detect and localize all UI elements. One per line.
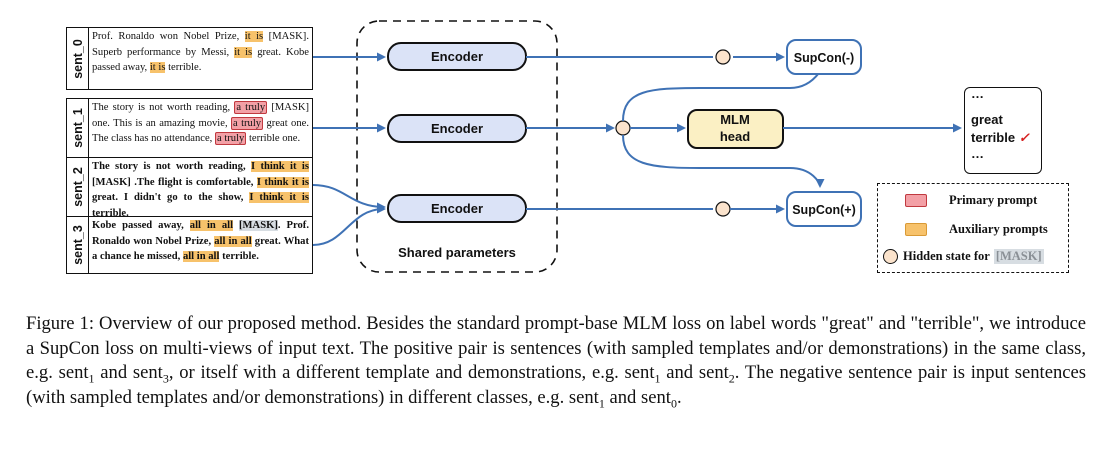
auxiliary-prompt-highlight: it is — [244, 31, 264, 42]
legend-auxiliary: Auxiliary prompts — [905, 222, 1048, 237]
sentence-fragment: [MASK]. Superb performance by Messi, — [92, 31, 309, 58]
sentence-fragment: great. I didn't go to the show, — [92, 192, 250, 204]
method-diagram: sent_0 Prof. Ronaldo won Nobel Prize, it… — [66, 20, 1069, 274]
caption-text: and sent — [94, 362, 163, 383]
auxiliary-prompt-highlight: it is — [234, 46, 253, 58]
encoder-label-bottom: Encoder — [431, 201, 483, 216]
encoder-label-middle: Encoder — [431, 121, 483, 136]
sentence-label-2: sent_2 — [67, 158, 89, 216]
sentence-fragment: terrible one. — [246, 133, 301, 145]
legend-primary: Primary prompt — [905, 193, 1037, 208]
sentence-fragment: [MASK] one. This is an amazing movie, — [92, 102, 310, 129]
auxiliary-prompt-highlight: I think it is — [249, 192, 309, 204]
arrow-hidden-to-supcon-neg — [622, 64, 825, 122]
sentence-fragment: great one. The class has no attendance, — [92, 117, 310, 145]
auxiliary-prompt-highlight: it is — [149, 62, 166, 74]
supcon-neg-label: SupCon(-) — [794, 51, 854, 65]
sentence-fragment: Kobe passed away, — [92, 220, 190, 231]
caption-subscript: 2 — [728, 371, 735, 386]
sentence-label-0: sent_0 — [67, 28, 89, 89]
output-label-words-box: … great terrible ✓ … — [964, 86, 1042, 174]
caption-subscript: 0 — [670, 396, 677, 411]
shared-parameters-label: Shared parameters — [398, 245, 516, 260]
primary-prompt-highlight: a truly — [231, 116, 264, 130]
caption-subscript: 3 — [162, 371, 169, 386]
sentence-box-2: sent_2 The story is not worth reading, I… — [66, 157, 313, 219]
sentence-text-3: Kobe passed away, all in all [MASK]. Pro… — [92, 218, 309, 265]
sentence-label-1: sent_1 — [67, 99, 89, 157]
caption-text: . The negative sentence pair is input se… — [26, 362, 1086, 408]
hidden-state-circle-middle — [615, 120, 631, 136]
auxiliary-prompt-highlight: all in all — [182, 251, 220, 263]
sentence-fragment: [MASK] .The flight is comfortable, — [92, 176, 257, 188]
legend-auxiliary-swatch — [905, 223, 927, 236]
sentence-text-1: The story is not worth reading, a truly … — [92, 100, 309, 147]
sentence-text-2: The story is not worth reading, I think … — [92, 159, 309, 222]
output-word-terrible-text: terrible — [971, 130, 1016, 145]
legend-auxiliary-label: Auxiliary prompts — [949, 222, 1048, 236]
auxiliary-prompt-highlight: all in all — [214, 235, 252, 247]
sentence-box-0: sent_0 Prof. Ronaldo won Nobel Prize, it… — [66, 27, 313, 90]
hidden-state-circle-top — [715, 49, 731, 65]
sentence-fragment: terrible. — [219, 251, 259, 263]
mlm-head-label-2: head — [720, 129, 750, 144]
output-word-great: great — [971, 112, 1003, 127]
legend-mask-chip: [MASK] — [993, 249, 1044, 264]
output-dots-top: … — [971, 86, 984, 101]
caption-text: . — [676, 386, 682, 408]
caption-text: and sent — [660, 362, 729, 383]
encoder-label-top: Encoder — [431, 49, 483, 64]
figure-caption: Figure 1: Overview of our proposed metho… — [26, 312, 1086, 410]
legend-hidden-swatch — [883, 249, 898, 264]
output-dots-bottom: … — [971, 146, 984, 161]
sentence-fragment: great. Kobe passed away, — [92, 46, 309, 74]
primary-prompt-highlight: a truly — [234, 101, 268, 114]
caption-subscript: 1 — [88, 371, 95, 386]
legend: Primary prompt Auxiliary prompts Hidden … — [877, 183, 1069, 273]
sentence-fragment: Prof. Ronaldo won Nobel Prize, — [92, 31, 245, 42]
arrow-sent3-encoder — [312, 204, 386, 246]
sentence-box-3: sent_3 Kobe passed away, all in all [MAS… — [66, 216, 313, 274]
sentence-text-0: Prof. Ronaldo won Nobel Prize, it is [MA… — [92, 29, 309, 76]
check-icon: ✓ — [1018, 130, 1030, 145]
arrow-hidden-to-supcon-pos — [622, 134, 825, 188]
mlm-head-label-1: MLM — [720, 112, 750, 127]
mask-token-highlight: [MASK] — [239, 220, 278, 231]
diagram-graphics: Encoder Encoder Encoder Shared parameter… — [312, 20, 962, 273]
legend-primary-swatch — [905, 194, 927, 207]
primary-prompt-highlight: a truly — [214, 132, 247, 146]
legend-primary-label: Primary prompt — [949, 193, 1038, 207]
caption-text: , or itself with a different template an… — [168, 362, 655, 383]
shared-parameters-box — [356, 20, 558, 273]
sentence-fragment: The story is not worth reading, — [92, 102, 235, 113]
sentence-fragment: The story is not worth reading, — [92, 161, 251, 172]
output-word-terrible: terrible ✓ — [971, 130, 1030, 146]
sentence-fragment: . Prof. Ronaldo won Nobel Prize, — [92, 220, 309, 247]
supcon-neg-box — [786, 39, 862, 75]
legend-hidden-label: Hidden state for — [903, 249, 990, 263]
sentence-fragment: great. What a chance he missed, — [92, 235, 310, 263]
sentence-fragment: terrible. — [92, 208, 129, 220]
hidden-state-circle-bottom — [715, 201, 731, 217]
sentence-fragment: terrible. — [165, 62, 202, 74]
auxiliary-prompt-highlight: I think it is — [256, 176, 309, 188]
caption-subscript: 1 — [654, 371, 661, 386]
sentence-label-3: sent_3 — [67, 217, 89, 273]
supcon-pos-label: SupCon(+) — [792, 203, 856, 217]
arrow-sent2-encoder — [312, 184, 386, 212]
auxiliary-prompt-highlight: all in all — [189, 220, 234, 231]
caption-text: Figure 1: Overview of our proposed metho… — [26, 313, 1086, 383]
caption-subscript: 1 — [598, 396, 605, 411]
caption-text: and sent — [604, 386, 671, 408]
legend-hidden: Hidden state for [MASK] — [883, 249, 1044, 264]
auxiliary-prompt-highlight: I think it is — [251, 161, 309, 172]
supcon-pos-box — [786, 191, 862, 227]
